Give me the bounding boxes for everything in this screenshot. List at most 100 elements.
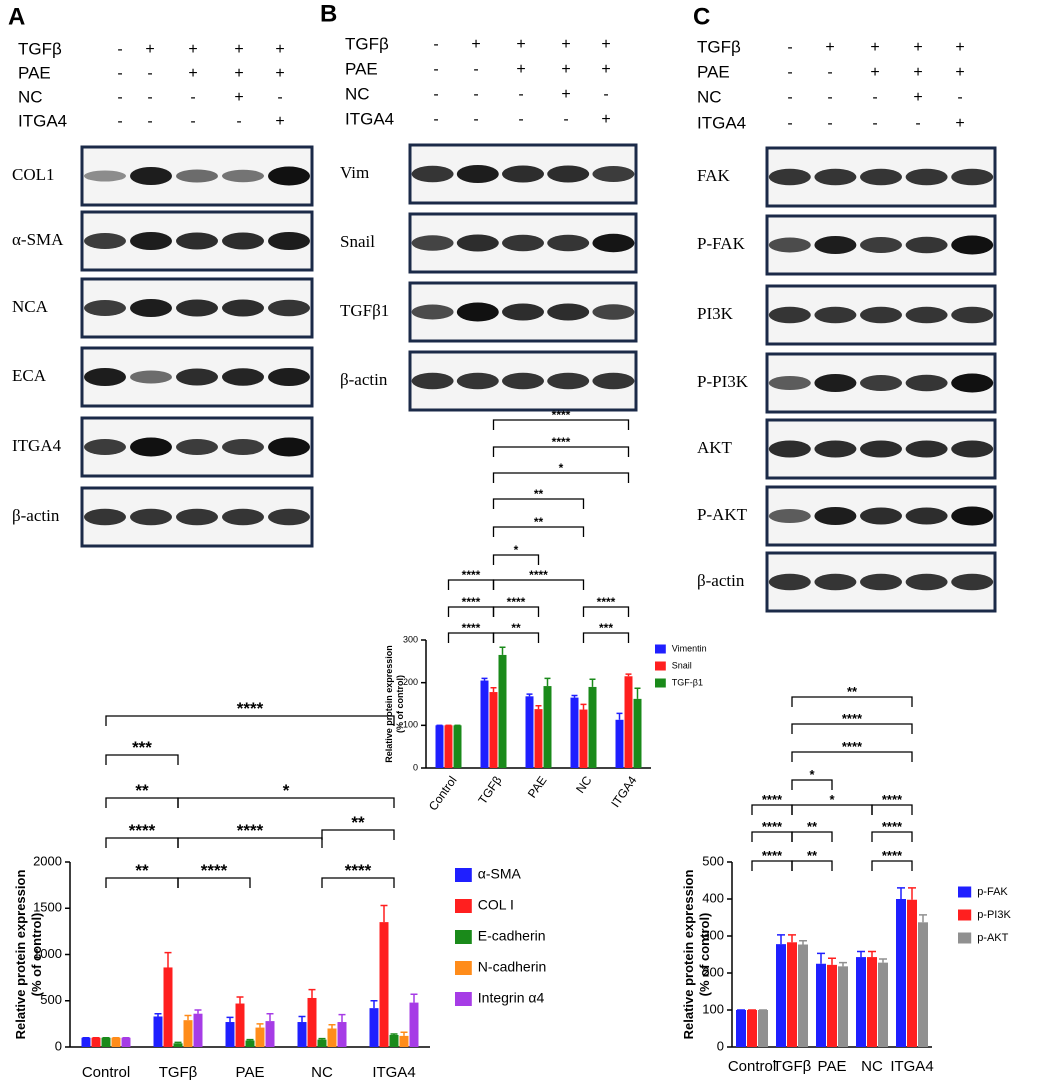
condition-sign: - [787,64,792,81]
error-bar [526,693,533,697]
condition-sign: + [471,36,480,53]
panel-label: A [8,3,25,30]
band [592,372,635,390]
band [768,168,811,186]
band [222,299,264,317]
error-bar [490,687,497,693]
panel-label: B [320,0,337,27]
legend-label: Snail [672,660,692,670]
band [860,573,902,591]
legend-swatch [958,909,972,921]
condition-label: ITGA4 [18,111,67,130]
band [502,303,544,321]
x-tick-label: Control [728,1058,776,1075]
condition-sign: - [827,64,832,81]
bar [235,1003,245,1047]
x-tick-label: Control [82,1064,130,1081]
significance-bracket [582,606,630,617]
bar [101,1037,111,1047]
error-bar [298,1015,306,1023]
bar [525,696,534,768]
band [222,439,264,455]
significance-bracket [492,579,585,590]
band [860,375,902,391]
error-bar [328,1024,336,1029]
x-tick-label: ITGA4 [372,1064,415,1081]
legend-swatch [455,992,472,1006]
band [84,368,126,386]
band [951,506,994,526]
condition-sign: + [188,41,197,58]
bar [327,1028,337,1047]
band [860,440,902,458]
bar [588,686,597,768]
x-tick-label: PAE [525,774,550,801]
condition-label: TGFβ [18,39,62,58]
condition-sign: + [275,113,284,130]
bar [399,1035,409,1047]
condition-label: NC [18,87,43,106]
blot-label: TGFβ1 [340,301,389,320]
legend-label: p-AKT [977,932,1008,944]
band [130,508,172,526]
y-axis-label-line: (% of control) [697,913,712,997]
significance-label: **** [762,819,783,834]
bar [163,967,173,1047]
error-bar [266,1012,274,1022]
condition-sign: - [433,86,438,103]
legend-swatch [455,868,472,882]
significance-bracket [791,860,833,871]
blot-label: Snail [340,232,375,251]
error-bar [897,887,905,899]
bar [183,1020,193,1047]
bar [534,709,543,768]
significance-label: **** [507,595,526,609]
band [905,507,948,525]
bar [121,1037,131,1047]
condition-sign: + [516,36,525,53]
blot-label: ECA [12,366,47,385]
condition-sign: - [957,89,962,106]
bar [579,709,588,768]
condition-sign: - [147,65,152,82]
band [130,232,172,250]
error-bar [625,673,632,677]
band [905,306,948,324]
error-bar [580,703,587,710]
error-bar [246,1038,254,1041]
error-bar [390,1033,398,1035]
band [951,235,994,255]
significance-label: **** [762,792,783,807]
band [84,300,126,316]
bar [633,698,642,768]
bar [489,692,498,768]
condition-label: NC [697,87,722,106]
significance-label: **** [237,699,264,718]
condition-sign: + [188,65,197,82]
blot-label: β-actin [340,370,388,389]
band [411,165,454,183]
significance-label: **** [882,848,903,863]
error-bar [857,950,865,958]
error-bar [380,904,388,923]
bar [570,697,579,768]
bar [758,1010,768,1047]
band [547,372,590,390]
x-tick-label: TGFβ [159,1064,198,1081]
condition-sign: - [518,86,523,103]
band [860,168,902,186]
significance-bracket [791,751,913,762]
bar [816,963,826,1047]
band [411,304,454,320]
x-tick-label: NC [311,1064,333,1081]
legend-swatch [958,932,972,944]
band [130,370,172,384]
significance-label: * [809,767,815,782]
band [592,233,635,253]
bar [444,725,453,768]
condition-sign: - [117,65,122,82]
bar [435,725,444,768]
error-bar [338,1013,346,1023]
error-bar [544,677,551,687]
significance-label: **** [552,435,571,449]
